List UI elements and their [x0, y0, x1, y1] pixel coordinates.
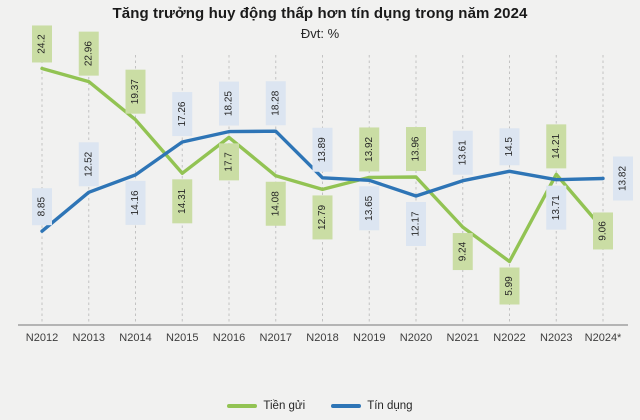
- x-axis-label: N2016: [213, 332, 245, 344]
- data-label: 13.65: [364, 195, 375, 220]
- data-label: 13.61: [457, 140, 468, 165]
- data-label-bg: [613, 156, 633, 201]
- tin-dung-line-swatch: [331, 404, 362, 408]
- data-label-bg: [499, 267, 520, 305]
- data-label-bg: [546, 124, 567, 169]
- data-label-bg: [452, 130, 473, 175]
- chart-title: Tăng trưởng huy động thấp hơn tín dụng t…: [112, 5, 528, 22]
- data-label: 18.25: [224, 91, 235, 116]
- data-label: 13.96: [411, 136, 422, 161]
- data-label-bg: [78, 142, 99, 187]
- x-axis-label: N2022: [493, 332, 525, 344]
- data-label: 14.08: [270, 191, 281, 216]
- x-axis-label: N2021: [447, 332, 479, 344]
- data-label-bg: [265, 181, 286, 226]
- legend-item-tien-gui: Tiền gửi: [227, 400, 305, 412]
- data-label-bg: [125, 180, 146, 225]
- data-label: 19.37: [130, 79, 141, 104]
- legend-item-tin-dung: Tín dụng: [331, 400, 413, 412]
- chart-subtitle: Đvt: %: [300, 26, 340, 41]
- data-label: 14.5: [504, 137, 515, 157]
- tien-gui-line-swatch: [227, 404, 258, 408]
- x-axis-label: N2023: [540, 332, 572, 344]
- series-line-tin-dung: [40, 129, 605, 233]
- x-axis-label: N2018: [306, 332, 338, 344]
- data-label: 13.92: [364, 137, 375, 162]
- data-label-bg: [219, 81, 239, 126]
- data-label-bg: [312, 195, 333, 240]
- legend-label-tien-gui: Tiền gửi: [263, 400, 306, 412]
- data-label: 17.7: [224, 152, 235, 172]
- data-label: 24.2: [37, 34, 48, 54]
- data-label-bg: [172, 92, 193, 137]
- x-axis-label: N2024*: [585, 332, 622, 344]
- x-axis-label: N2020: [400, 332, 432, 344]
- legend-label-tin-dung: Tín dụng: [367, 400, 413, 412]
- data-label-bg: [546, 185, 567, 230]
- data-label: 9.06: [598, 221, 609, 241]
- legend: Tiền gửi Tín dụng: [0, 400, 640, 412]
- data-label-bg: [32, 188, 52, 226]
- data-label: 12.52: [83, 151, 94, 176]
- data-label: 17.26: [177, 101, 188, 126]
- x-axis-label: N2015: [166, 332, 198, 344]
- data-label-bg: [32, 25, 52, 63]
- data-label: 14.21: [551, 133, 562, 158]
- data-label-bg: [406, 127, 426, 172]
- data-label: 13.89: [317, 137, 328, 162]
- data-label-bg: [312, 127, 333, 172]
- series-line-tien-gui: [40, 66, 605, 264]
- data-label: 13.71: [551, 195, 562, 220]
- data-label-bg: [265, 81, 286, 126]
- x-axis-label: N2012: [26, 332, 58, 344]
- data-label: 9.24: [457, 241, 468, 261]
- data-label: 5.99: [504, 276, 515, 296]
- data-label: 12.79: [317, 204, 328, 229]
- data-label: 13.82: [618, 166, 629, 191]
- data-label-bg: [406, 201, 426, 246]
- data-label-bg: [499, 128, 520, 166]
- data-label-bg: [593, 212, 613, 250]
- data-label: 14.16: [130, 190, 141, 215]
- data-label-bg: [125, 69, 146, 114]
- data-label-bg: [172, 179, 193, 224]
- data-label: 8.85: [37, 197, 48, 217]
- data-label: 14.31: [177, 188, 188, 213]
- data-label-bg: [452, 233, 473, 271]
- x-axis-label: N2014: [119, 332, 151, 344]
- data-label: 12.17: [411, 211, 422, 236]
- data-label-bg: [78, 31, 99, 76]
- data-label: 22.96: [83, 41, 94, 66]
- data-label-bg: [359, 186, 380, 231]
- data-label-bg: [359, 127, 380, 172]
- x-axis-label: N2017: [260, 332, 292, 344]
- data-label: 18.28: [270, 90, 281, 115]
- data-label-bg: [219, 143, 239, 181]
- x-axis-label: N2019: [353, 332, 385, 344]
- x-axis-label: N2013: [73, 332, 105, 344]
